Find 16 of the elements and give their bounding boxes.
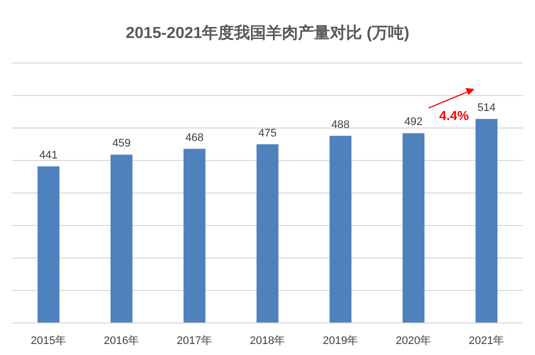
data-label: 488 [331, 118, 350, 131]
data-label: 475 [258, 127, 277, 140]
x-tick-label: 2018年 [250, 335, 286, 347]
annotation: 4.4% [439, 108, 470, 123]
data-label: 492 [404, 116, 423, 128]
chart-title: 2015-2021年度我国羊肉产量对比 (万吨) [126, 23, 410, 42]
data-label: 459 [112, 138, 131, 150]
data-label: 441 [39, 149, 58, 162]
x-tick-label: 2017年 [176, 335, 212, 347]
x-tick-label: 2020年 [396, 335, 432, 347]
data-label: 514 [477, 102, 496, 114]
x-tick-label: 2015年 [30, 335, 66, 347]
data-label: 468 [185, 132, 204, 144]
x-tick-label: 2021年 [468, 335, 504, 347]
x-tick-label: 2016年 [104, 335, 140, 347]
x-tick-label: 2019年 [322, 335, 358, 347]
